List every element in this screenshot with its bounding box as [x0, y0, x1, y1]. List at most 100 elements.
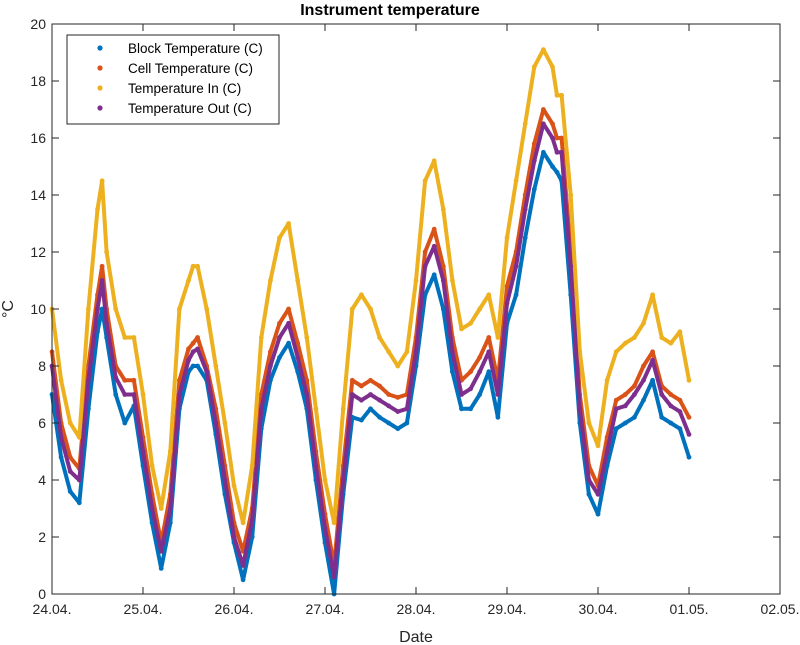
data-point — [268, 349, 273, 355]
y-tick-label: 6 — [38, 415, 46, 431]
data-point — [395, 409, 401, 414]
data-point — [522, 235, 528, 241]
legend-box — [66, 34, 280, 125]
data-point — [577, 349, 583, 355]
data-point — [522, 121, 528, 127]
series-4 — [49, 121, 692, 580]
data-point — [604, 449, 610, 454]
data-point — [586, 491, 592, 497]
data-point — [190, 363, 196, 369]
data-point — [331, 520, 337, 526]
data-point — [67, 489, 73, 494]
data-point — [504, 283, 510, 289]
data-point — [595, 491, 601, 497]
data-point — [368, 392, 373, 397]
data-point — [568, 263, 574, 269]
data-point — [349, 306, 355, 312]
x-tick-label: 29.04. — [488, 601, 527, 617]
data-point — [413, 349, 419, 355]
data-point — [450, 278, 455, 283]
data-point — [99, 278, 105, 283]
y-tick-label: 4 — [38, 472, 46, 488]
data-point — [522, 206, 528, 212]
data-point — [76, 434, 82, 440]
data-point — [632, 392, 637, 397]
data-point — [359, 292, 364, 298]
y-tick-label: 0 — [38, 586, 46, 602]
data-point — [277, 320, 282, 326]
chart-title: Instrument temperature — [300, 2, 480, 19]
data-point — [668, 340, 674, 346]
data-point — [258, 406, 264, 412]
data-point — [622, 340, 628, 346]
data-point — [531, 141, 537, 147]
data-point — [641, 320, 646, 326]
data-point — [422, 178, 428, 184]
data-point — [413, 278, 419, 283]
data-point — [504, 300, 510, 306]
data-point — [195, 335, 201, 340]
legend: Block Temperature (C) Cell Temperature (C… — [66, 34, 280, 125]
data-point — [304, 392, 310, 397]
legend-marker — [97, 85, 103, 91]
data-point — [477, 355, 483, 360]
data-point — [122, 377, 128, 383]
data-point — [459, 406, 464, 412]
legend-marker — [97, 65, 103, 71]
legend-entry: Block Temperature (C) — [128, 41, 263, 56]
data-point — [240, 577, 246, 583]
data-point — [395, 426, 401, 432]
y-tick-label: 8 — [38, 358, 46, 374]
data-point — [195, 363, 201, 369]
data-point — [95, 306, 100, 312]
data-point — [468, 369, 473, 375]
data-point — [450, 369, 455, 375]
data-point — [122, 392, 128, 397]
data-point — [349, 377, 355, 383]
data-point — [177, 392, 182, 397]
data-point — [659, 335, 665, 340]
data-point — [231, 483, 237, 489]
data-point — [554, 135, 560, 141]
data-point — [632, 335, 637, 340]
data-point — [113, 306, 119, 312]
data-point — [486, 335, 492, 340]
data-point — [67, 420, 73, 426]
data-point — [213, 363, 219, 369]
data-point — [641, 363, 646, 369]
data-point — [513, 178, 519, 184]
data-point — [377, 397, 382, 403]
data-point — [404, 349, 410, 355]
data-point — [286, 221, 291, 226]
data-point — [440, 278, 446, 283]
legend-marker — [97, 45, 103, 51]
data-point — [650, 292, 655, 298]
data-point — [177, 377, 182, 383]
data-point — [422, 263, 428, 269]
data-point — [431, 243, 437, 249]
data-point — [158, 506, 164, 511]
data-point — [99, 178, 105, 184]
data-point — [67, 454, 73, 460]
series-layer — [49, 47, 692, 597]
data-point — [550, 135, 555, 141]
data-point — [286, 340, 291, 346]
data-point — [340, 477, 346, 483]
x-tick-label: 30.04. — [579, 601, 618, 617]
x-tick-label: 01.05. — [670, 601, 709, 617]
data-point — [668, 392, 674, 397]
data-point — [650, 377, 655, 383]
data-point — [531, 64, 537, 70]
y-tick-label: 2 — [38, 529, 46, 545]
data-point — [286, 306, 291, 312]
legend-entry: Cell Temperature (C) — [128, 61, 253, 76]
data-point — [331, 574, 337, 580]
x-tick-label: 02.05. — [761, 601, 800, 617]
data-point — [632, 414, 637, 420]
data-point — [167, 449, 173, 454]
data-point — [577, 406, 583, 412]
data-point — [559, 135, 564, 141]
data-point — [277, 235, 282, 241]
data-point — [122, 420, 128, 426]
data-point — [404, 406, 410, 412]
